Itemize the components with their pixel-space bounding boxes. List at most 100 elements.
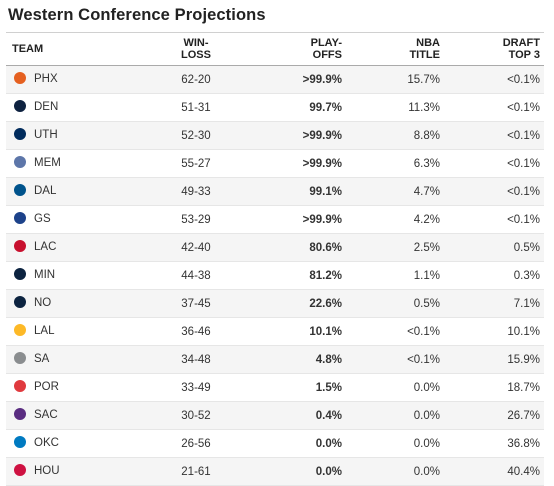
- team-abbreviation[interactable]: GS: [34, 213, 51, 226]
- table-row[interactable]: GS 53-29 >99.9% 4.2% <0.1%: [6, 206, 544, 234]
- table-row[interactable]: SAC 30-52 0.4% 0.0% 26.7%: [6, 401, 544, 430]
- nba-title-cell: 6.3%: [413, 157, 440, 170]
- playoffs-cell: >99.9%: [302, 157, 342, 170]
- playoffs-cell: 0.0%: [315, 465, 342, 478]
- table-row[interactable]: DEN 51-31 99.7% 11.3% <0.1%: [6, 94, 544, 122]
- draft-top3-cell: 0.5%: [513, 241, 540, 254]
- team-abbreviation[interactable]: PHX: [34, 73, 58, 86]
- team-abbreviation[interactable]: UTH: [34, 129, 58, 142]
- team-abbreviation[interactable]: LAC: [34, 241, 57, 254]
- playoffs-cell: >99.9%: [302, 129, 342, 142]
- table-row[interactable]: LAC 42-40 80.6% 2.5% 0.5%: [6, 233, 544, 262]
- team-cell: SAC: [6, 402, 156, 430]
- team-abbreviation[interactable]: DAL: [34, 185, 57, 198]
- draft-top3-cell: 18.7%: [507, 381, 540, 394]
- table-row[interactable]: LAL 36-46 10.1% <0.1% 10.1%: [6, 318, 544, 346]
- table-row[interactable]: PHX 62-20 >99.9% 15.7% <0.1%: [6, 65, 544, 94]
- draft-header-line1: DRAFT: [502, 37, 540, 49]
- nba-title-cell: 0.0%: [413, 381, 440, 394]
- team-logo-icon: [14, 324, 26, 337]
- table-row[interactable]: POR 33-49 1.5% 0.0% 18.7%: [6, 374, 544, 402]
- win-loss-cell: 55-27: [181, 157, 211, 170]
- team-header-label: TEAM: [12, 43, 44, 55]
- header-row: TEAM WIN- LOSS PLAY- OFFS NBA TITLE DRAF…: [6, 32, 544, 66]
- playoffs-cell: 1.5%: [315, 381, 342, 394]
- win-loss-cell: 37-45: [181, 297, 211, 310]
- nba-title-cell: 0.0%: [413, 409, 440, 422]
- playoffs-cell: >99.9%: [302, 213, 342, 226]
- column-header-team[interactable]: TEAM: [6, 33, 156, 66]
- team-abbreviation[interactable]: MIN: [34, 269, 56, 282]
- playoffs-header-line1: PLAY-: [310, 37, 342, 49]
- team-abbreviation[interactable]: OKC: [34, 437, 59, 450]
- team-logo-icon: [14, 212, 26, 225]
- win-loss-cell: 33-49: [181, 381, 211, 394]
- column-header-nba-title[interactable]: NBA TITLE: [346, 33, 444, 66]
- draft-top3-cell: 40.4%: [507, 465, 540, 478]
- table-row[interactable]: UTH 52-30 >99.9% 8.8% <0.1%: [6, 121, 544, 150]
- column-header-playoffs[interactable]: PLAY- OFFS: [236, 33, 346, 66]
- nba-title-cell: 0.5%: [413, 297, 440, 310]
- playoffs-cell: 4.8%: [315, 353, 342, 366]
- nba-title-cell: <0.1%: [407, 325, 440, 338]
- team-logo-icon: [14, 464, 26, 477]
- table-row[interactable]: SA 34-48 4.8% <0.1% 15.9%: [6, 345, 544, 374]
- draft-top3-cell: 0.3%: [513, 269, 540, 282]
- nba-title-cell: 4.2%: [413, 213, 440, 226]
- table-row[interactable]: MIN 44-38 81.2% 1.1% 0.3%: [6, 262, 544, 290]
- team-abbreviation[interactable]: MEM: [34, 157, 61, 170]
- draft-top3-cell: 36.8%: [507, 437, 540, 450]
- team-cell: SA: [6, 346, 156, 374]
- nba-title-cell: 4.7%: [413, 185, 440, 198]
- team-logo-icon: [14, 128, 26, 141]
- table-row[interactable]: MEM 55-27 >99.9% 6.3% <0.1%: [6, 150, 544, 178]
- table-row[interactable]: NO 37-45 22.6% 0.5% 7.1%: [6, 289, 544, 318]
- team-logo-icon: [14, 380, 26, 393]
- playoffs-cell: 80.6%: [309, 241, 342, 254]
- win-loss-cell: 26-56: [181, 437, 211, 450]
- playoffs-cell: 10.1%: [309, 325, 342, 338]
- team-cell: DEN: [6, 94, 156, 122]
- nba-title-cell: <0.1%: [407, 353, 440, 366]
- team-abbreviation[interactable]: SAC: [34, 409, 58, 422]
- win-loss-cell: 53-29: [181, 213, 211, 226]
- team-logo-icon: [14, 268, 26, 281]
- team-cell: MIN: [6, 262, 156, 290]
- column-header-draft-top3[interactable]: DRAFT TOP 3: [444, 33, 544, 66]
- team-abbreviation[interactable]: HOU: [34, 465, 60, 478]
- team-cell: GS: [6, 206, 156, 234]
- table-row[interactable]: HOU 21-61 0.0% 0.0% 40.4%: [6, 457, 544, 486]
- draft-header-line2: TOP 3: [508, 49, 540, 61]
- table-row[interactable]: OKC 26-56 0.0% 0.0% 36.8%: [6, 430, 544, 458]
- win-loss-cell: 44-38: [181, 269, 211, 282]
- win-loss-cell: 21-61: [181, 465, 211, 478]
- team-abbreviation[interactable]: SA: [34, 353, 50, 366]
- team-logo-icon: [14, 240, 26, 253]
- team-logo-icon: [14, 408, 26, 421]
- draft-top3-cell: <0.1%: [507, 129, 540, 142]
- team-cell: LAC: [6, 234, 156, 262]
- team-cell: LAL: [6, 318, 156, 346]
- team-cell: UTH: [6, 122, 156, 150]
- win-loss-cell: 52-30: [181, 129, 211, 142]
- column-header-win-loss[interactable]: WIN- LOSS: [156, 33, 236, 66]
- team-cell: HOU: [6, 458, 156, 486]
- team-logo-icon: [14, 352, 26, 365]
- team-abbreviation[interactable]: POR: [34, 381, 59, 394]
- nba-title-cell: 15.7%: [407, 73, 440, 86]
- team-abbreviation[interactable]: LAL: [34, 325, 55, 338]
- team-logo-icon: [14, 296, 26, 309]
- table-row[interactable]: DAL 49-33 99.1% 4.7% <0.1%: [6, 177, 544, 206]
- playoffs-header-line2: OFFS: [312, 49, 342, 61]
- page-title: Western Conference Projections: [8, 6, 266, 24]
- team-logo-icon: [14, 100, 26, 113]
- team-abbreviation[interactable]: DEN: [34, 101, 59, 114]
- draft-top3-cell: <0.1%: [507, 157, 540, 170]
- draft-top3-cell: <0.1%: [507, 101, 540, 114]
- team-cell: DAL: [6, 178, 156, 206]
- playoffs-cell: 99.1%: [309, 185, 342, 198]
- team-logo-icon: [14, 156, 26, 169]
- playoffs-cell: 0.0%: [315, 437, 342, 450]
- team-abbreviation[interactable]: NO: [34, 297, 52, 310]
- nba-title-cell: 1.1%: [413, 269, 440, 282]
